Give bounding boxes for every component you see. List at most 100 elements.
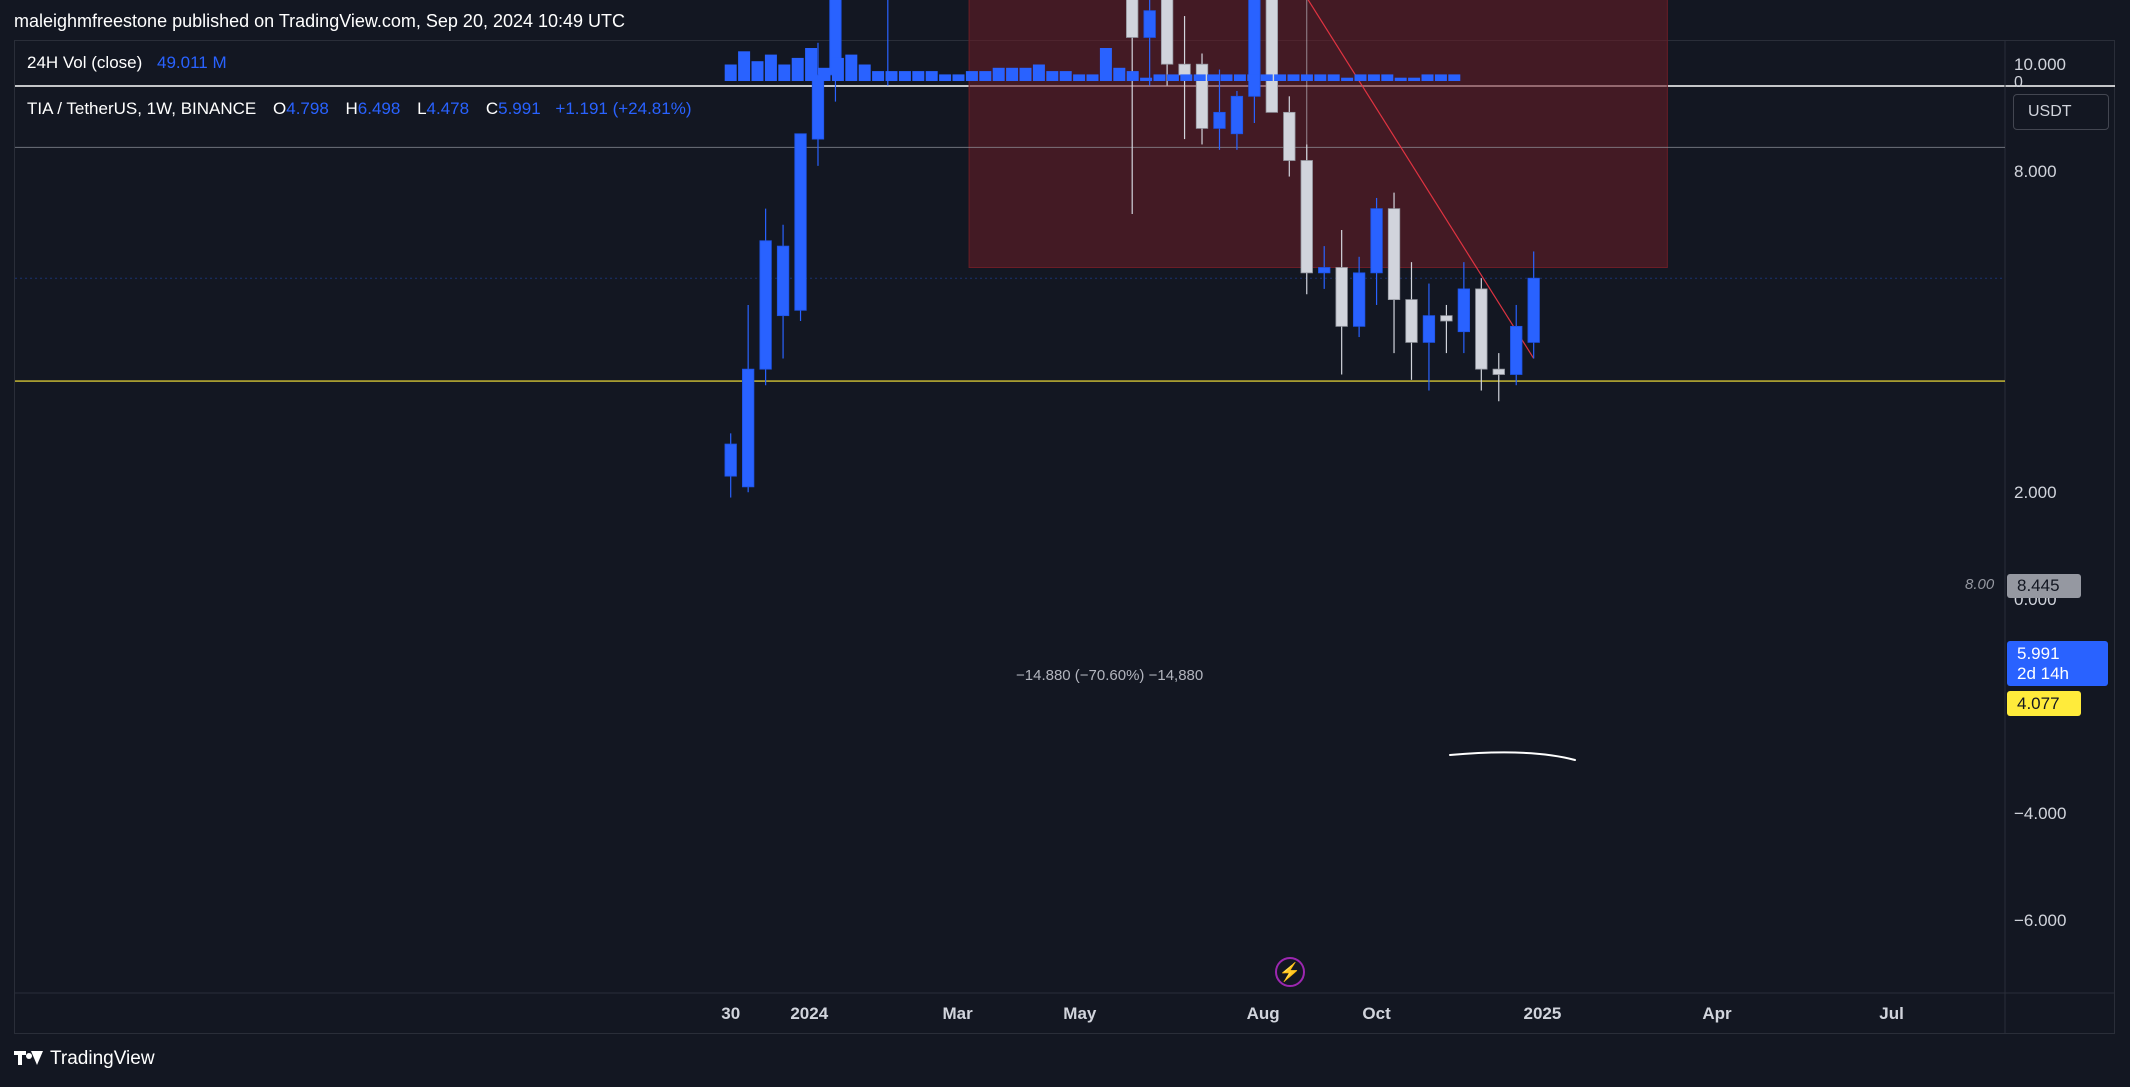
volume-bar — [818, 67, 831, 81]
volume-bar — [1247, 74, 1260, 81]
volume-bar — [1314, 74, 1327, 81]
close-value: 5.991 — [498, 99, 541, 118]
volume-bar — [1166, 74, 1179, 81]
candle-body — [1335, 267, 1348, 327]
horizontal-level-label: 8.00 — [1965, 576, 1995, 593]
x-tick-label: Apr — [1702, 1004, 1732, 1023]
y-tick-label: −4.000 — [2014, 804, 2066, 823]
candle-body — [1300, 160, 1313, 274]
high-key: H — [345, 99, 358, 118]
candle-body — [1475, 288, 1488, 370]
candle-body — [1440, 315, 1453, 322]
volume-bar — [831, 57, 844, 81]
candle-body — [1126, 0, 1139, 38]
x-tick-label: 30 — [721, 1004, 740, 1023]
volume-bar — [1233, 74, 1246, 81]
volume-bar — [885, 71, 898, 81]
volume-bar — [925, 71, 938, 81]
candle-body — [1283, 111, 1296, 161]
y-tick-label: 2.000 — [2014, 483, 2057, 502]
volume-bar — [764, 54, 777, 81]
volume-bar — [1099, 48, 1112, 81]
volume-bar — [1274, 74, 1287, 81]
y-tick-label: 8.000 — [2014, 162, 2057, 181]
volume-bar — [1180, 74, 1193, 81]
volume-bar — [1140, 77, 1153, 81]
volume-bar — [1207, 74, 1220, 81]
y-tick-label: 10.000 — [2014, 55, 2066, 74]
volume-bar — [1421, 74, 1434, 81]
x-tick-label: 2024 — [790, 1004, 828, 1023]
volume-bar — [845, 54, 858, 81]
candle-body — [776, 245, 790, 317]
volume-bar — [778, 64, 791, 81]
candle-body — [1510, 325, 1523, 375]
x-tick-label: Jul — [1879, 1004, 1904, 1023]
trend-line — [1307, 0, 1535, 359]
last-price-value: 5.991 — [2017, 643, 2060, 663]
open-key: O — [273, 99, 287, 118]
open-value: 4.798 — [286, 99, 329, 118]
volume-bar — [1153, 74, 1166, 81]
volume-bar — [1287, 74, 1300, 81]
candle-body — [742, 368, 755, 488]
lightning-icon[interactable]: ⚡ — [1275, 957, 1305, 987]
brand-name: TradingView — [50, 1048, 155, 1069]
horizontal-level-price-tag: 8.445 — [2007, 574, 2081, 598]
candle-body — [759, 240, 772, 370]
candle-body — [724, 443, 737, 477]
support-price-tag: 4.077 — [2007, 691, 2081, 716]
measure-label: −14.880 (−70.60%) −14,880 — [1016, 667, 1204, 684]
low-value: 4.478 — [426, 99, 470, 118]
candle-body — [1230, 95, 1244, 135]
volume-bar — [858, 64, 871, 81]
volume-axis-label: 0 — [2014, 74, 2023, 91]
volume-bar — [1032, 64, 1045, 81]
x-tick-label: Oct — [1362, 1004, 1391, 1023]
volume-bar — [1059, 71, 1072, 81]
candle-body — [1265, 0, 1278, 113]
volume-bar — [1408, 77, 1421, 81]
close-key: C — [485, 99, 499, 118]
horizontal-level-value: 8.445 — [2017, 576, 2060, 595]
candle-body — [1160, 0, 1174, 65]
publish-header: maleighmfreestone published on TradingVi… — [14, 11, 626, 31]
volume-bar — [1367, 74, 1380, 81]
currency-button[interactable]: USDT — [2013, 94, 2109, 130]
candle-body — [1195, 63, 1209, 129]
volume-bar — [1381, 74, 1394, 81]
volume-bar — [1126, 71, 1139, 81]
volume-bar — [952, 74, 965, 81]
candle-body — [1370, 208, 1383, 274]
volume-bar — [939, 74, 952, 81]
candle-body — [1492, 368, 1505, 375]
volume-legend[interactable]: 24H Vol (close) 49.011 M — [27, 53, 227, 73]
volume-bar — [805, 48, 818, 81]
volume-bar — [979, 71, 992, 81]
volume-bar — [965, 71, 978, 81]
volume-bar — [898, 71, 911, 81]
bar-countdown: 2d 14h — [2017, 663, 2069, 683]
candle-body — [1527, 277, 1540, 343]
high-value: 6.498 — [357, 99, 401, 118]
support-value: 4.077 — [2017, 693, 2060, 713]
candle-body — [1178, 63, 1191, 76]
volume-value: 49.011 M — [157, 53, 227, 72]
volume-bar — [1193, 74, 1206, 81]
candle-body — [1213, 111, 1226, 129]
candle-body — [1143, 10, 1156, 38]
volume-label: 24H Vol (close) — [27, 53, 143, 72]
volume-bar — [738, 51, 751, 81]
volume-bar — [1220, 74, 1233, 81]
volume-bar — [1019, 67, 1032, 81]
candle-body — [1422, 315, 1436, 343]
symbol-legend[interactable]: TIA / TetherUS, 1W, BINANCE O4.798 H6.49… — [27, 99, 692, 119]
candle-body — [794, 133, 807, 311]
volume-bar — [872, 71, 885, 81]
brand[interactable]: TradingView — [14, 1048, 155, 1070]
last-price-tag: 5.991 2d 14h — [2007, 641, 2108, 686]
volume-bar — [1086, 74, 1099, 81]
candle-body — [1352, 272, 1366, 327]
tradingview-logo-icon — [14, 1049, 44, 1069]
